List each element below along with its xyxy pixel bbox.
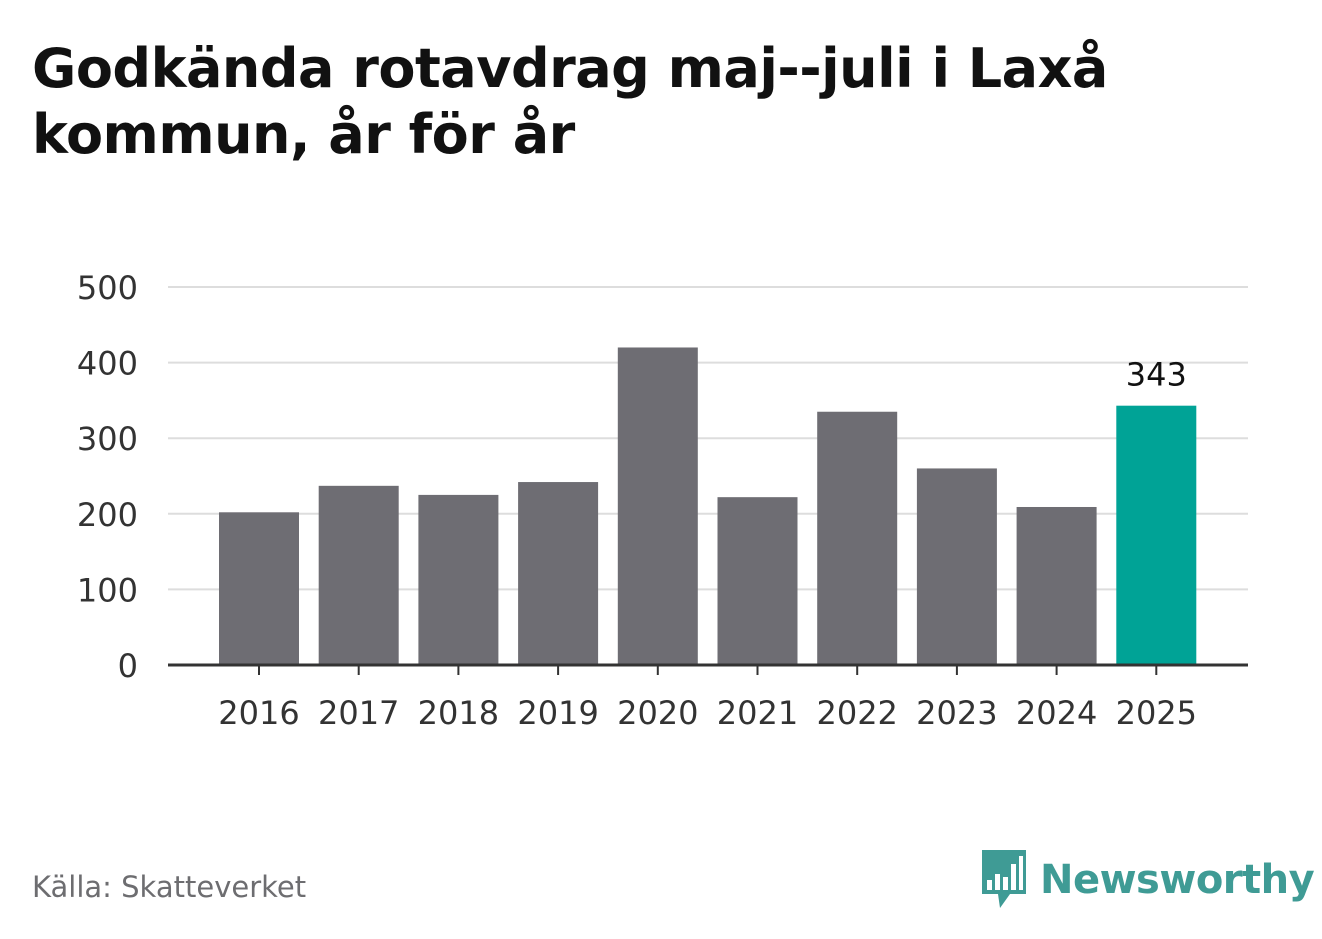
- y-tick-label: 400: [77, 345, 138, 383]
- x-tick-label: 2019: [517, 694, 598, 732]
- bars: [219, 347, 1197, 665]
- x-tick-label: 2025: [1116, 694, 1197, 732]
- x-tick-label: 2021: [717, 694, 798, 732]
- bar-2021: [717, 497, 798, 665]
- bar-2022: [817, 411, 898, 665]
- brand-logo: Newsworthy: [980, 850, 1315, 910]
- x-tick-label: 2020: [617, 694, 698, 732]
- x-tick-label: 2023: [916, 694, 997, 732]
- bar-2020: [617, 347, 698, 665]
- x-tick-labels: 2016 2017 2018 2019 2020 2021 2022 2023 2024 2025: [218, 694, 1197, 732]
- y-tick-label: 100: [77, 571, 138, 609]
- bar-2025: [1116, 405, 1197, 665]
- data-label: 343: [1126, 356, 1187, 394]
- y-tick-label: 0: [118, 647, 138, 685]
- bar-2018: [418, 494, 499, 665]
- bar-2024: [1016, 506, 1097, 665]
- bar-chart: 0 100 200 300 400 500 2016 2017 2018 2019 2020 202…: [77, 269, 1248, 732]
- brand-name: Newsworthy: [1040, 857, 1315, 903]
- x-tick-label: 2017: [318, 694, 399, 732]
- x-tick-label: 2016: [218, 694, 299, 732]
- x-tick-label: 2018: [418, 694, 499, 732]
- chart-title: Godkända rotavdrag maj--juli i Laxå komm…: [32, 37, 1108, 166]
- y-tick-label: 300: [77, 420, 138, 458]
- y-tick-label: 500: [77, 269, 138, 307]
- x-tick-label: 2024: [1016, 694, 1097, 732]
- y-tick-labels: 0 100 200 300 400 500: [77, 269, 138, 685]
- source-note: Källa: Skatteverket: [32, 870, 307, 904]
- bar-2017: [318, 485, 399, 665]
- x-tick-label: 2022: [816, 694, 897, 732]
- data-labels: 343: [1126, 356, 1187, 394]
- bar-2016: [219, 512, 299, 665]
- x-ticks: [258, 665, 1158, 675]
- bar-2019: [518, 482, 599, 665]
- y-tick-label: 200: [77, 496, 138, 534]
- newsworthy-logo-icon: [982, 850, 1026, 908]
- bar-2023: [916, 468, 997, 665]
